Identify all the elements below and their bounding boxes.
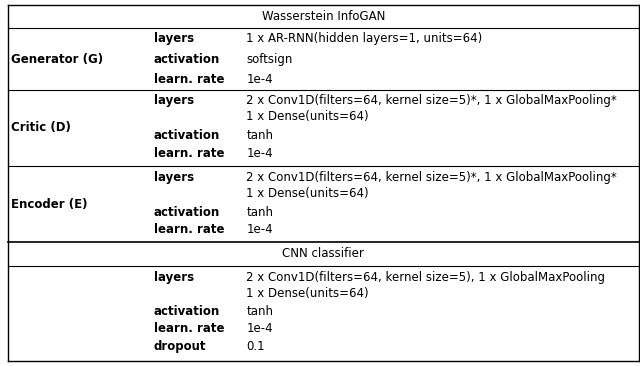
Text: activation: activation — [154, 305, 220, 318]
Text: layers: layers — [154, 270, 194, 284]
Text: Critic (D): Critic (D) — [11, 122, 71, 134]
Text: Generator (G): Generator (G) — [11, 53, 103, 66]
Text: 1e-4: 1e-4 — [246, 223, 273, 236]
Text: CNN classifier: CNN classifier — [282, 247, 364, 261]
Text: layers: layers — [154, 32, 194, 45]
Text: learn. rate: learn. rate — [154, 322, 224, 336]
Text: Wasserstein InfoGAN: Wasserstein InfoGAN — [262, 10, 385, 23]
Text: 2 x Conv1D(filters=64, kernel size=5)*, 1 x GlobalMaxPooling*: 2 x Conv1D(filters=64, kernel size=5)*, … — [246, 171, 617, 184]
Text: 1 x Dense(units=64): 1 x Dense(units=64) — [246, 287, 369, 300]
Text: tanh: tanh — [246, 305, 273, 318]
Text: layers: layers — [154, 171, 194, 184]
Text: 1 x AR-RNN(hidden layers=1, units=64): 1 x AR-RNN(hidden layers=1, units=64) — [246, 32, 483, 45]
Text: learn. rate: learn. rate — [154, 223, 224, 236]
Text: 1e-4: 1e-4 — [246, 322, 273, 336]
Text: 1e-4: 1e-4 — [246, 73, 273, 86]
Text: tanh: tanh — [246, 206, 273, 219]
Text: 1 x Dense(units=64): 1 x Dense(units=64) — [246, 187, 369, 199]
Text: 1 x Dense(units=64): 1 x Dense(units=64) — [246, 110, 369, 123]
Text: 2 x Conv1D(filters=64, kernel size=5)*, 1 x GlobalMaxPooling*: 2 x Conv1D(filters=64, kernel size=5)*, … — [246, 94, 617, 107]
Text: 0.1: 0.1 — [246, 340, 265, 353]
Text: 1e-4: 1e-4 — [246, 147, 273, 160]
Text: activation: activation — [154, 206, 220, 219]
Text: activation: activation — [154, 53, 220, 66]
Text: softsign: softsign — [246, 53, 292, 66]
Text: layers: layers — [154, 94, 194, 107]
Text: activation: activation — [154, 129, 220, 142]
Text: dropout: dropout — [154, 340, 206, 353]
Text: tanh: tanh — [246, 129, 273, 142]
Text: learn. rate: learn. rate — [154, 147, 224, 160]
Text: Encoder (E): Encoder (E) — [11, 198, 88, 211]
Text: learn. rate: learn. rate — [154, 73, 224, 86]
Text: 2 x Conv1D(filters=64, kernel size=5), 1 x GlobalMaxPooling: 2 x Conv1D(filters=64, kernel size=5), 1… — [246, 270, 605, 284]
